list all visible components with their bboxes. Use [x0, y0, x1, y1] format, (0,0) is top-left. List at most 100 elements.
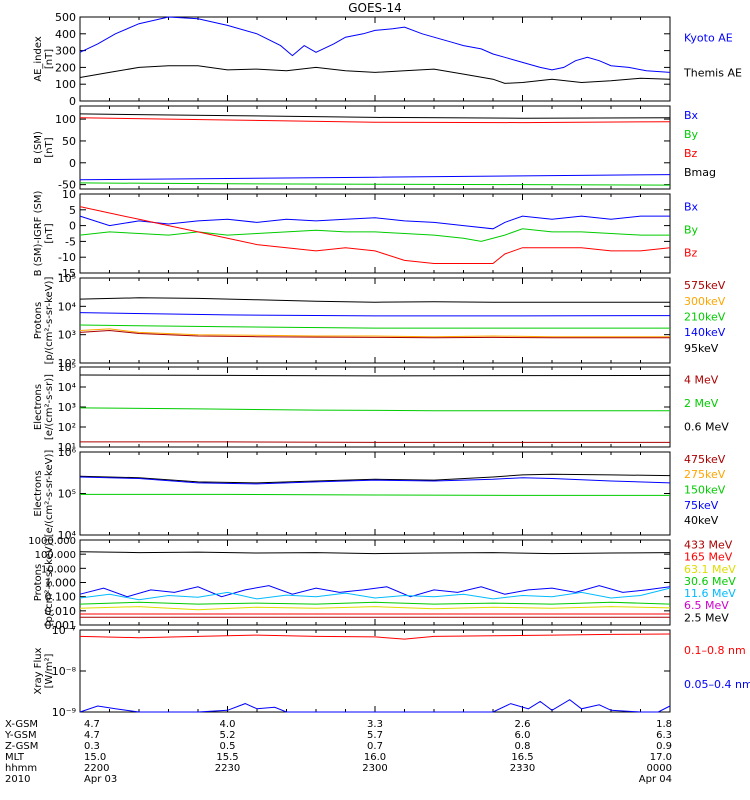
series-line — [79, 297, 670, 303]
x-tick-value: 0.7 — [367, 741, 383, 752]
legend-label: Bx — [684, 200, 699, 213]
x-tick-value: Apr 03 — [84, 774, 117, 785]
series-line — [79, 324, 670, 329]
y-tick-label: -10 — [58, 251, 76, 264]
series-line — [79, 473, 671, 484]
x-tick-value: Apr 04 — [639, 774, 672, 785]
y-tick-label: 50 — [62, 135, 76, 148]
legend-label: 210keV — [684, 311, 726, 324]
y-axis-label: Electrons — [33, 384, 44, 430]
legend-label: 0.1–0.8 nm — [684, 644, 746, 657]
legend-label: 0.6 MeV — [684, 421, 729, 434]
y-axis-label: Protons — [33, 564, 44, 601]
panel-frame — [79, 451, 671, 536]
y-axis-label: [nT] — [44, 223, 55, 243]
x-row-label: X-GSM — [5, 719, 38, 730]
series-line — [79, 182, 671, 186]
y-tick-label: -15 — [58, 267, 76, 280]
x-tick-value: 3.3 — [367, 719, 383, 730]
legend-label: 75keV — [684, 499, 719, 512]
panel-5: 10¹ 10² 10³ 10⁴ 10⁵ Electrons [e/(cm²-s-sr)] 4 … — [33, 361, 729, 454]
y-tick-label: 10¹ — [58, 441, 76, 454]
y-axis-label: Protons — [33, 302, 44, 339]
panel-8: 10⁻⁹ 10⁻⁸ 10⁻⁷ Xray Flux [W/m²] 0.1–0.8 nm 0.0… — [33, 624, 750, 719]
x-axis-table: X-GSM 4.7 4.0 3.3 2.6 1.8 Y-GSM 4.7 5.2 5.7 6.0 6.3… — [4, 719, 672, 785]
y-tick-label: 1.000 — [45, 577, 77, 590]
panel-3: -15 -10 -5 0 5 10 B (SM)-IGRF (SM) [nT] Bx By Bz — [33, 188, 699, 280]
series-line — [79, 312, 671, 317]
y-axis-label: [p/(cm²-s-sr-keV)] — [44, 539, 55, 627]
x-tick-value: 6.0 — [515, 730, 531, 741]
x-tick-value: 15.5 — [216, 752, 238, 763]
x-row-label: hhmm — [5, 763, 37, 774]
y-tick-label: 10⁴ — [58, 300, 77, 313]
x-tick-value: 4.7 — [84, 730, 100, 741]
legend-label: 0.05–0.4 nm — [684, 678, 750, 691]
plot-title: GOES-14 — [348, 1, 402, 15]
x-tick-value: 0.9 — [656, 741, 672, 752]
x-tick-value: 0000 — [647, 763, 672, 774]
y-tick-label: 10⁻⁷ — [52, 624, 76, 637]
legend-label: Themis AE — [683, 67, 742, 80]
legend-label: 165 MeV — [684, 551, 733, 564]
panel-2: -50 0 50 100 B (SM) [nT] Bx By Bz Bmag — [33, 105, 716, 192]
y-tick-label: 5 — [69, 204, 76, 217]
series-line — [79, 206, 671, 264]
legend-label: Kyoto AE — [684, 32, 733, 45]
y-tick-label: 10³ — [58, 329, 76, 342]
series-line — [79, 16, 671, 73]
x-tick-value: 4.7 — [84, 719, 100, 730]
legend-label: 475keV — [684, 453, 726, 466]
series-line — [79, 606, 671, 611]
x-tick-value: 2.6 — [515, 719, 531, 730]
y-axis-label: B (SM)-IGRF (SM) — [33, 191, 44, 277]
legend-label: 2.5 MeV — [684, 611, 729, 624]
x-row-label: MLT — [5, 752, 25, 763]
panel-frame — [79, 629, 671, 713]
legend-label: Bz — [684, 247, 698, 260]
y-axis-label: [p/(cm²-s-sr-keV)] — [44, 277, 55, 365]
series-line — [80, 493, 670, 496]
y-axis-label: [nT] — [44, 49, 55, 69]
y-tick-label: 0 — [69, 220, 76, 233]
series-line — [79, 476, 671, 485]
legend-label: 575keV — [684, 279, 726, 292]
series-line — [79, 633, 671, 640]
x-tick-value: 0.5 — [220, 741, 236, 752]
panel-frame — [79, 277, 671, 364]
y-tick-label: 10⁵ — [58, 272, 76, 285]
panel-4: 10² 10³ 10⁴ 10⁵ Protons [p/(cm²-s-sr-keV)] 575… — [33, 272, 726, 370]
legend-label: By — [684, 128, 699, 141]
y-tick-label: 0.001 — [45, 619, 77, 632]
y-tick-label: 100.000 — [35, 550, 76, 561]
y-tick-label: 300 — [55, 45, 76, 58]
x-row-label: Y-GSM — [4, 730, 37, 741]
legend-label: 275keV — [684, 468, 726, 481]
y-tick-label: 10⁻⁹ — [52, 706, 76, 719]
panel-frame — [79, 366, 671, 448]
x-tick-value: 17.0 — [650, 752, 672, 763]
series-line — [79, 328, 670, 338]
series-line — [79, 601, 671, 605]
legend-label: 150keV — [684, 484, 726, 497]
x-tick-value: 16.0 — [364, 752, 386, 763]
legend-label: 4 MeV — [684, 373, 719, 386]
y-tick-label: 500 — [55, 11, 76, 24]
x-tick-value: 0.3 — [84, 741, 100, 752]
legend-label: 2 MeV — [684, 397, 719, 410]
x-tick-value: 0.8 — [515, 741, 531, 752]
y-tick-label: 0.100 — [45, 591, 77, 604]
y-tick-label: 100 — [55, 113, 76, 126]
x-tick-value: 2300 — [362, 763, 387, 774]
y-tick-label: 10⁵ — [58, 488, 76, 501]
y-tick-label: 100 — [55, 78, 76, 91]
x-tick-value: 5.7 — [367, 730, 383, 741]
y-tick-label: 10³ — [58, 401, 76, 414]
legend-label: 6.5 MeV — [684, 599, 729, 612]
y-tick-label: 0.010 — [45, 605, 77, 618]
series-line — [79, 113, 671, 119]
series-line — [79, 699, 671, 713]
